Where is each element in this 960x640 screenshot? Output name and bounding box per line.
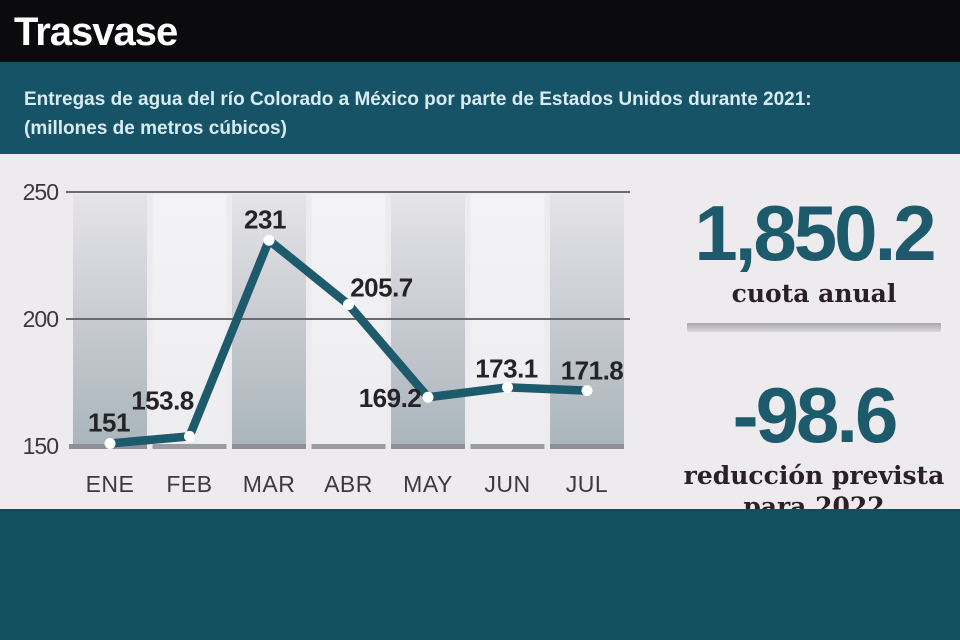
- chart-baseline-segment: [232, 444, 306, 449]
- annual-quota-label: cuota anual: [731, 279, 897, 308]
- page-title: Trasvase: [14, 10, 178, 54]
- chart-baseline-segment: [391, 444, 465, 449]
- chart-baseline-segment: [470, 444, 545, 449]
- value-label: 151: [88, 407, 130, 437]
- y-tick-label: 150: [23, 433, 59, 459]
- reduction-value: -98.6: [732, 371, 899, 459]
- value-label: 205.7: [350, 273, 413, 303]
- value-label: 173.1: [475, 353, 538, 383]
- month-label-JUN: JUN: [484, 471, 530, 497]
- value-label: 169.2: [359, 383, 422, 413]
- reduction-label-line1: reducción prevista: [683, 461, 945, 490]
- value-label: 171.8: [561, 356, 624, 386]
- value-label: 231: [244, 204, 286, 234]
- chart-axis-labels: 150 200 250: [23, 179, 60, 459]
- chart-series: [104, 234, 593, 449]
- chart-section: 150 200 250 151 153.8 231 205.7 169.2 173.1 171.…: [0, 154, 960, 521]
- chart-baseline-segment: [550, 444, 624, 449]
- chart-baseline-segment: [152, 444, 227, 449]
- stats-divider: [687, 323, 941, 332]
- month-label-MAR: MAR: [243, 471, 296, 497]
- month-label-JUL: JUL: [566, 471, 608, 497]
- annual-quota-value: 1,850.2: [694, 189, 936, 277]
- data-point-MAR: [263, 234, 275, 246]
- month-label-ENE: ENE: [86, 471, 135, 497]
- month-label-MAY: MAY: [403, 471, 453, 497]
- month-label-ABR: ABR: [324, 471, 373, 497]
- data-point-MAY: [422, 391, 434, 403]
- value-label: 153.8: [131, 385, 194, 415]
- data-point-JUN: [502, 381, 513, 393]
- y-tick-label: 250: [23, 179, 59, 205]
- data-point-ABR: [343, 299, 354, 311]
- data-point-ENE: [104, 437, 116, 449]
- month-label-FEB: FEB: [166, 471, 212, 497]
- chart-month-labels: ENE FEB MAR ABR MAY JUN JUL: [86, 471, 608, 497]
- subtitle-line1: Entregas de agua del río Colorado a Méxi…: [24, 89, 812, 110]
- subtitle-line2: (millones de metros cúbicos): [24, 118, 287, 139]
- chart-baseline-segment: [311, 444, 386, 449]
- data-point-FEB: [184, 430, 195, 442]
- title-bar: Trasvase: [0, 0, 960, 62]
- stats-panel: 1,850.2 cuota anual -98.6 reducción prev…: [664, 154, 960, 522]
- subtitle-bar: Entregas de agua del río Colorado a Méxi…: [0, 62, 960, 154]
- data-point-JUL: [581, 385, 593, 397]
- y-tick-label: 200: [23, 306, 59, 332]
- footer-bar: [0, 509, 960, 640]
- chart-gridlines: [66, 191, 630, 320]
